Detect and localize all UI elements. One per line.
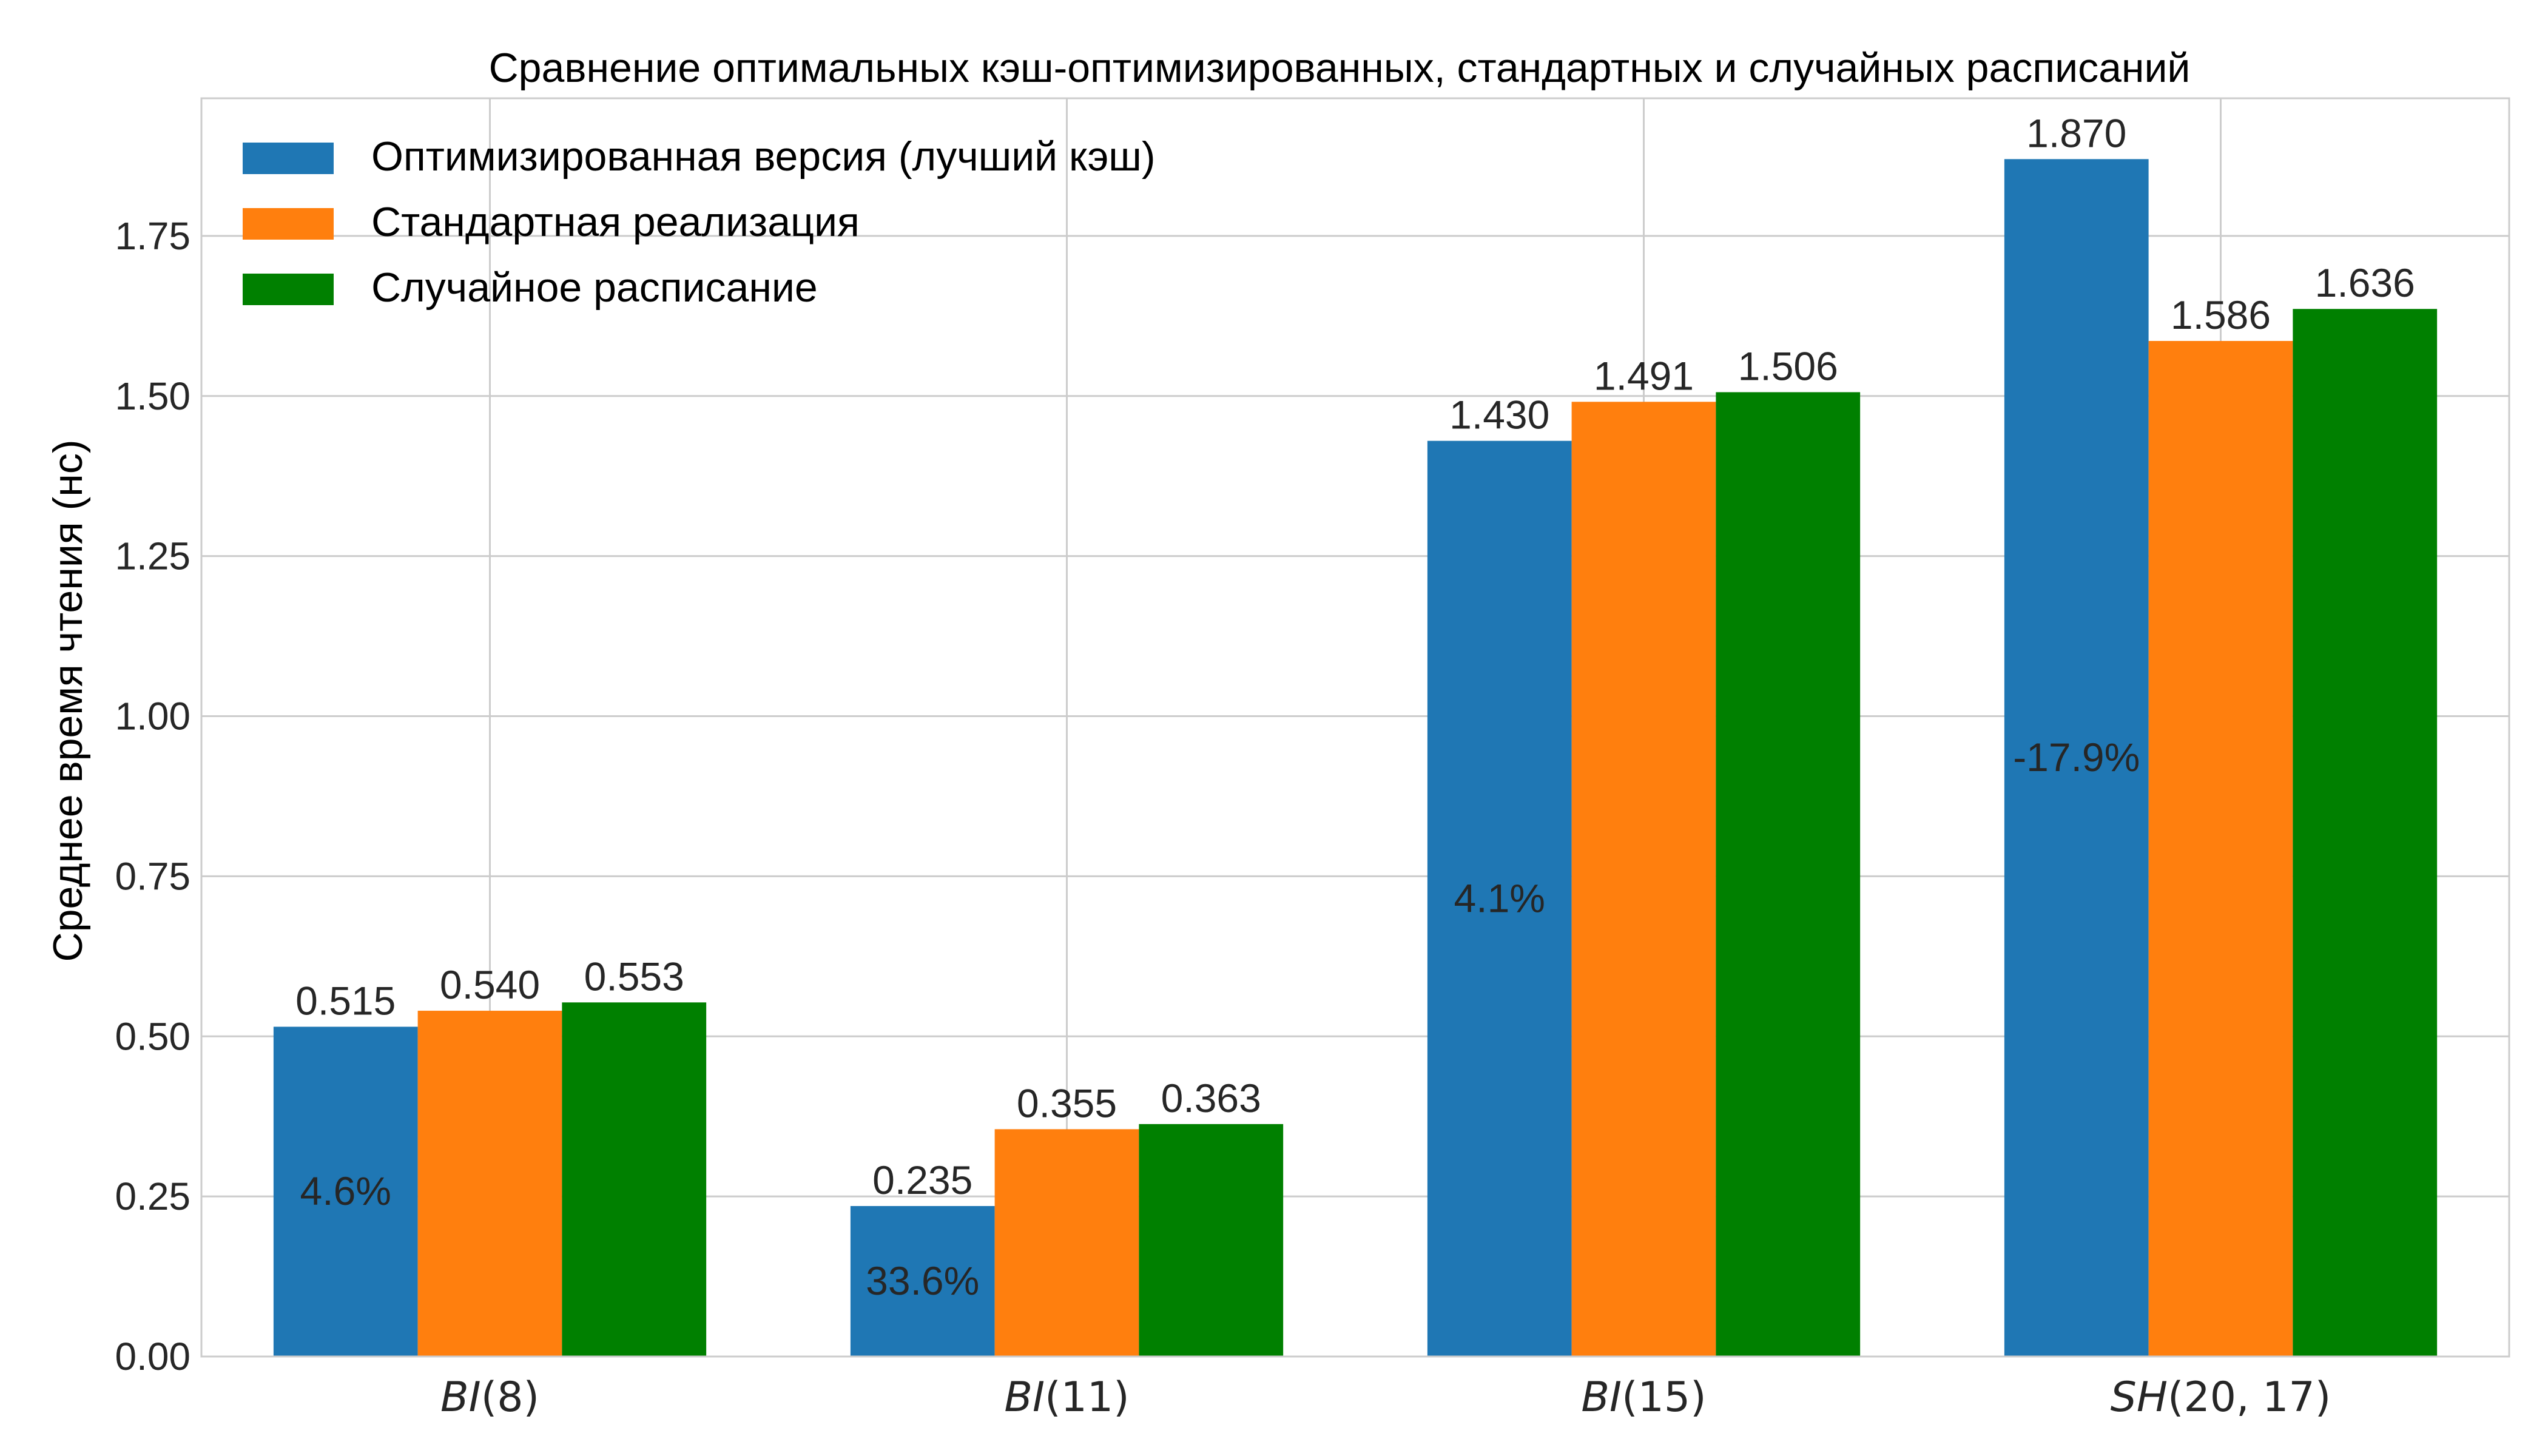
value-label: 1.430 bbox=[1449, 393, 1549, 437]
bar bbox=[562, 1002, 707, 1357]
bar bbox=[994, 1129, 1139, 1357]
improvement-label: 4.6% bbox=[300, 1168, 391, 1213]
value-label: 0.355 bbox=[1017, 1080, 1117, 1125]
y-tick-label: 1.50 bbox=[115, 374, 190, 418]
value-label: 1.586 bbox=[2171, 292, 2271, 337]
improvement-label: 4.1% bbox=[1454, 875, 1545, 920]
value-label: 0.540 bbox=[440, 962, 540, 1007]
legend-label: Случайное расписание bbox=[371, 265, 818, 311]
legend-swatch bbox=[243, 274, 334, 305]
legend-swatch bbox=[243, 208, 334, 240]
bar bbox=[273, 1026, 418, 1357]
x-tick-label: SH(20, 17) bbox=[2111, 1373, 2331, 1421]
improvement-label: -17.9% bbox=[2013, 735, 2140, 780]
legend: Оптимизированная версия (лучший кэш) Стан… bbox=[243, 133, 1155, 311]
value-label: 1.636 bbox=[2315, 260, 2415, 305]
bar bbox=[2004, 159, 2149, 1357]
value-label: 0.235 bbox=[872, 1158, 972, 1202]
value-label: 0.515 bbox=[295, 978, 396, 1023]
y-tick-label: 0.00 bbox=[115, 1335, 190, 1378]
value-label: 1.506 bbox=[1738, 343, 1838, 388]
bar bbox=[1427, 440, 1572, 1357]
bar bbox=[2293, 309, 2438, 1357]
bar bbox=[1139, 1124, 1284, 1357]
legend-swatch bbox=[243, 143, 334, 174]
y-tick-label: 0.75 bbox=[115, 854, 190, 898]
y-tick-label: 0.25 bbox=[115, 1175, 190, 1218]
bar bbox=[1571, 402, 1716, 1357]
x-tick-label: BI(15) bbox=[1581, 1373, 1706, 1421]
legend-label: Стандартная реализация bbox=[371, 199, 860, 245]
bar bbox=[417, 1011, 562, 1357]
data-labels: 0.515 0.235 1.430 1.870 0.540 0.355 1.491 1.586… bbox=[295, 110, 2415, 1303]
y-axis-label: Среднее время чтения (нс) bbox=[45, 440, 91, 962]
value-label: 0.553 bbox=[584, 954, 684, 999]
value-label: 1.491 bbox=[1594, 353, 1694, 398]
y-tick-label: 1.00 bbox=[115, 695, 190, 738]
plot-frame bbox=[200, 97, 2510, 1358]
chart-title: Сравнение оптимальных кэш-оптимизированн… bbox=[489, 45, 2191, 91]
y-tick-label: 0.50 bbox=[115, 1014, 190, 1058]
bars bbox=[273, 159, 2438, 1357]
value-label: 0.363 bbox=[1161, 1076, 1261, 1121]
legend-label: Оптимизированная версия (лучший кэш) bbox=[371, 133, 1155, 180]
y-tick-label: 1.25 bbox=[115, 534, 190, 578]
x-tick-label: BI(8) bbox=[440, 1373, 539, 1421]
bar bbox=[1716, 392, 1861, 1357]
bar bbox=[850, 1205, 995, 1357]
x-tick-label: BI(11) bbox=[1004, 1373, 1129, 1421]
axes: 0.00 0.25 0.50 0.75 1.00 1.25 1.50 1.75 BI(8) BI(… bbox=[115, 97, 2510, 1421]
value-label: 1.870 bbox=[2026, 110, 2126, 155]
improvement-label: 33.6% bbox=[866, 1258, 979, 1303]
y-tick-label: 1.75 bbox=[115, 214, 190, 258]
bar bbox=[2148, 341, 2293, 1357]
